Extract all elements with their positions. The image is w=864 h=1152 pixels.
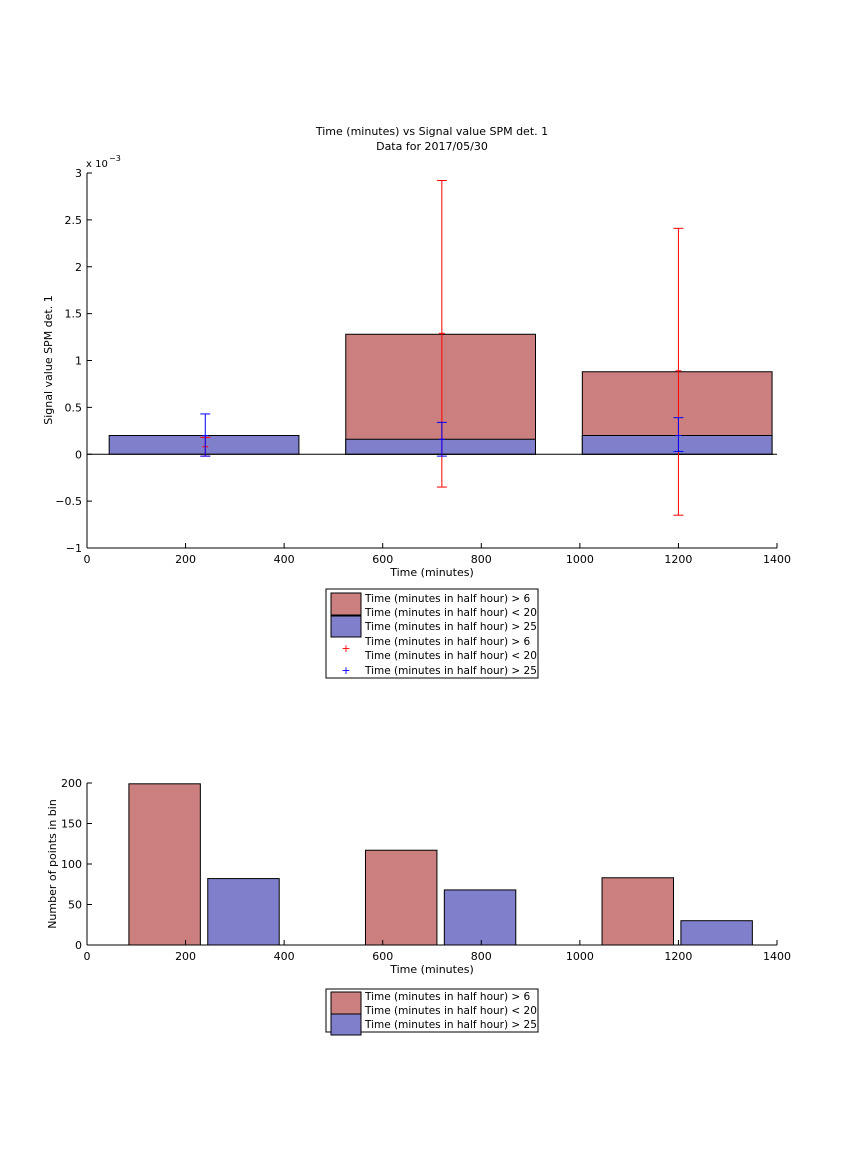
y-tick-label: 1 <box>75 355 82 368</box>
count-chart: 0 200 400 600 800 1000 1200 1400 0 50 100 150 200 T… <box>46 777 792 1036</box>
x-tick-label: 0 <box>84 950 91 963</box>
x-axis-label: Time (minutes) <box>389 963 474 976</box>
y-tick-label: 200 <box>61 777 82 790</box>
blue-bar <box>108 435 300 455</box>
chart-subtitle: Data for 2017/05/30 <box>376 140 488 153</box>
legend-swatch-red <box>330 592 362 616</box>
legend-label: Time (minutes in half hour) > 6 <box>364 593 531 605</box>
legend-label: Time (minutes in half hour) < 20 <box>364 650 537 662</box>
x-tick-labels: 0 200 400 600 800 1000 1200 1400 <box>84 553 792 566</box>
blue-bar <box>680 920 753 946</box>
legend-label: Time (minutes in half hour) < 20 <box>364 607 537 619</box>
x-tick-label: 1000 <box>566 553 594 566</box>
y-tick-label: 2 <box>75 261 82 274</box>
y-exponent-power: −3 <box>109 154 121 163</box>
y-axis-exponent: x 10 −3 <box>86 154 121 170</box>
blue-bar <box>345 438 536 455</box>
chart-title: Time (minutes) vs Signal value SPM det. … <box>315 125 548 138</box>
x-tick-labels: 0 200 400 600 800 1000 1200 1400 <box>84 950 792 963</box>
x-axis-label: Time (minutes) <box>389 566 474 579</box>
y-tick-label: 1.5 <box>65 308 83 321</box>
x-tick-label: 800 <box>471 950 492 963</box>
y-tick-label: −0.5 <box>55 495 82 508</box>
legend-swatch-blue <box>330 1013 362 1036</box>
red-bar <box>345 333 536 455</box>
legend-marker-red: + <box>341 642 350 655</box>
legend-label: Time (minutes in half hour) < 20 <box>364 1005 537 1017</box>
x-tick-label: 400 <box>274 950 295 963</box>
red-bar <box>128 783 201 946</box>
y-tick-label: 0 <box>75 939 82 952</box>
legend-label: Time (minutes in half hour) > 25 <box>364 1019 537 1031</box>
blue-errorbar-series <box>200 413 684 457</box>
red-bar <box>601 877 674 946</box>
x-tick-label: 200 <box>175 950 196 963</box>
legend-swatch-red <box>330 991 362 1015</box>
axes <box>86 782 778 946</box>
legend-marker-blue: + <box>341 664 350 677</box>
x-tick-label: 600 <box>372 950 393 963</box>
axes <box>86 172 778 549</box>
x-tick-label: 0 <box>84 553 91 566</box>
y-tick-label: −1 <box>66 542 82 555</box>
x-tick-label: 1400 <box>763 553 791 566</box>
legend-label: Time (minutes in half hour) > 6 <box>364 991 531 1003</box>
y-tick-label: 150 <box>61 818 82 831</box>
legend-label: Time (minutes in half hour) > 6 <box>364 636 531 648</box>
y-tick-label: 3 <box>75 167 82 180</box>
signal-chart: Time (minutes) vs Signal value SPM det. … <box>42 125 792 679</box>
y-tick-label: 0 <box>75 448 82 461</box>
y-axis-label: Signal value SPM det. 1 <box>42 295 55 425</box>
y-tick-label: 100 <box>61 858 82 871</box>
y-tick-labels: 0 50 100 150 200 <box>61 777 82 952</box>
y-axis-label: Number of points in bin <box>46 799 59 929</box>
legend: Time (minutes in half hour) > 6 Time (mi… <box>325 588 539 679</box>
legend-label: Time (minutes in half hour) > 25 <box>364 665 537 677</box>
x-tick-label: 400 <box>274 553 295 566</box>
blue-bar <box>207 878 280 946</box>
legend: Time (minutes in half hour) > 6 Time (mi… <box>325 988 539 1036</box>
y-tick-labels: −1 −0.5 0 0.5 1 1.5 2 2.5 3 <box>55 167 82 555</box>
x-tick-label: 800 <box>471 553 492 566</box>
x-tick-label: 1200 <box>664 553 692 566</box>
y-exponent-base: x 10 <box>86 159 108 170</box>
blue-bar <box>443 889 517 946</box>
x-tick-label: 1400 <box>763 950 791 963</box>
legend-swatch-blue <box>330 615 362 638</box>
x-tick-label: 200 <box>175 553 196 566</box>
y-tick-label: 0.5 <box>65 401 83 414</box>
red-bar <box>364 849 438 946</box>
blue-bar-series <box>207 878 753 946</box>
legend-label: Time (minutes in half hour) > 25 <box>364 621 537 633</box>
x-tick-label: 1000 <box>566 950 594 963</box>
x-tick-label: 1200 <box>664 950 692 963</box>
y-tick-label: 50 <box>68 899 82 912</box>
x-tick-label: 600 <box>372 553 393 566</box>
y-tick-label: 2.5 <box>65 214 83 227</box>
